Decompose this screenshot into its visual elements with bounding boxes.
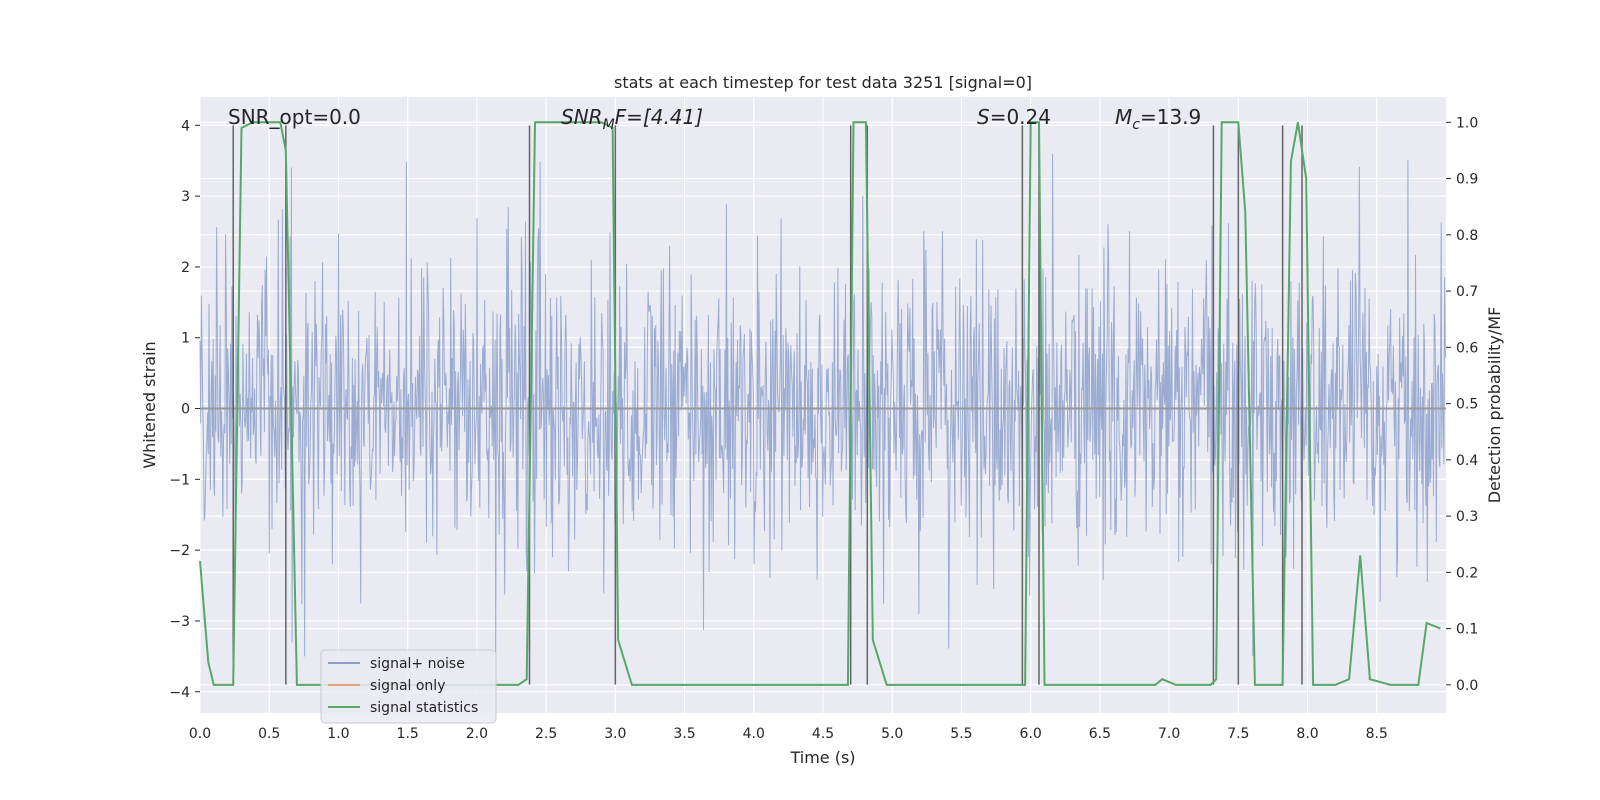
x-tick-label: 6.0	[1020, 726, 1042, 742]
left-axis-ticks: 4 3 2 1 0 −1 −2 −3 −4	[169, 118, 200, 701]
annotation-s-label: S	[977, 105, 990, 129]
x-tick-label: 1.5	[397, 726, 419, 742]
x-tick-label: 0.5	[258, 726, 280, 742]
y-axis-label-right: Detection probability/MF	[1485, 307, 1504, 504]
x-tick-label: 0.0	[189, 726, 211, 742]
x-tick-label: 6.5	[1089, 726, 1111, 742]
chart-title: stats at each timestep for test data 325…	[614, 73, 1032, 92]
legend-label-signal-statistics: signal statistics	[370, 700, 478, 716]
y-tick-label-right: 1.0	[1456, 115, 1478, 131]
x-tick-label: 3.5	[673, 726, 695, 742]
y-tick-label-left: −1	[169, 472, 190, 488]
annotation-snr-mf: SNRMF=[4.41]	[561, 105, 703, 133]
y-tick-label-right: 0.4	[1456, 453, 1478, 469]
series-signal-statistics	[199, 121, 1441, 686]
annotation-snr-opt: SNR_opt=0.0	[228, 105, 361, 129]
x-tick-label: 1.0	[327, 726, 349, 742]
x-tick-label: 8.0	[1296, 726, 1318, 742]
y-tick-label-right: 0.0	[1456, 678, 1478, 694]
annotation-mc: Mc=13.9	[1115, 105, 1201, 133]
y-tick-label-left: −2	[169, 543, 190, 559]
annotation-mc-label: M	[1115, 105, 1132, 129]
y-tick-label-right: 0.8	[1456, 228, 1478, 244]
right-axis-ticks: 1.0 0.9 0.8 0.7 0.6 0.5 0.4 0.3 0.2 0.1 0.0	[1446, 115, 1478, 694]
signal-statistics-line	[199, 121, 1441, 686]
y-tick-label-right: 0.6	[1456, 340, 1478, 356]
x-tick-label: 2.0	[466, 726, 488, 742]
y-tick-label-left: 3	[181, 189, 190, 205]
x-tick-label: 8.5	[1366, 726, 1388, 742]
legend: signal+ noise signal only signal statist…	[320, 649, 497, 724]
x-tick-label: 5.5	[950, 726, 972, 742]
x-tick-label: 5.0	[881, 726, 903, 742]
x-tick-label: 4.0	[743, 726, 765, 742]
x-axis-ticks: 0.0 0.5 1.0 1.5 2.0 2.5 3.0 3.5 4.0 4.5 5.0 5.5 6.0 6…	[189, 726, 1388, 742]
y-tick-label-right: 0.5	[1456, 397, 1478, 413]
x-tick-label: 4.5	[812, 726, 834, 742]
annotation-mc-sub: c	[1132, 117, 1140, 133]
y-tick-label-left: 0	[181, 402, 190, 418]
legend-box	[320, 649, 497, 724]
y-tick-label-left: 4	[181, 118, 190, 134]
y-tick-label-left: −4	[169, 685, 190, 701]
x-tick-label: 2.5	[535, 726, 557, 742]
y-tick-label-right: 0.2	[1456, 565, 1478, 581]
legend-label-signal-noise: signal+ noise	[370, 656, 465, 672]
annotation-snr-mf-main: SNR	[561, 105, 603, 129]
annotation-s: S=0.24	[977, 105, 1051, 129]
x-axis-label: Time (s)	[789, 748, 855, 767]
annotation-mc-value: =13.9	[1140, 105, 1201, 129]
x-tick-label: 3.0	[604, 726, 626, 742]
y-tick-label-right: 0.3	[1456, 509, 1478, 525]
y-tick-label-left: 2	[181, 260, 190, 276]
legend-label-signal-only: signal only	[370, 678, 445, 694]
x-tick-label: 7.0	[1158, 726, 1180, 742]
x-tick-label: 7.5	[1227, 726, 1249, 742]
y-tick-label-right: 0.1	[1456, 622, 1478, 638]
annotation-s-value: =0.24	[990, 105, 1051, 129]
y-axis-label-left: Whitened strain	[140, 341, 159, 468]
y-tick-label-right: 0.9	[1456, 172, 1478, 188]
y-tick-label-left: 1	[181, 331, 190, 347]
y-tick-label-left: −3	[169, 614, 190, 630]
annotation-snr-mf-sub: M	[603, 117, 615, 133]
y-tick-label-right: 0.7	[1456, 284, 1478, 300]
annotation-snr-mf-rest: F=[4.41]	[615, 105, 703, 129]
